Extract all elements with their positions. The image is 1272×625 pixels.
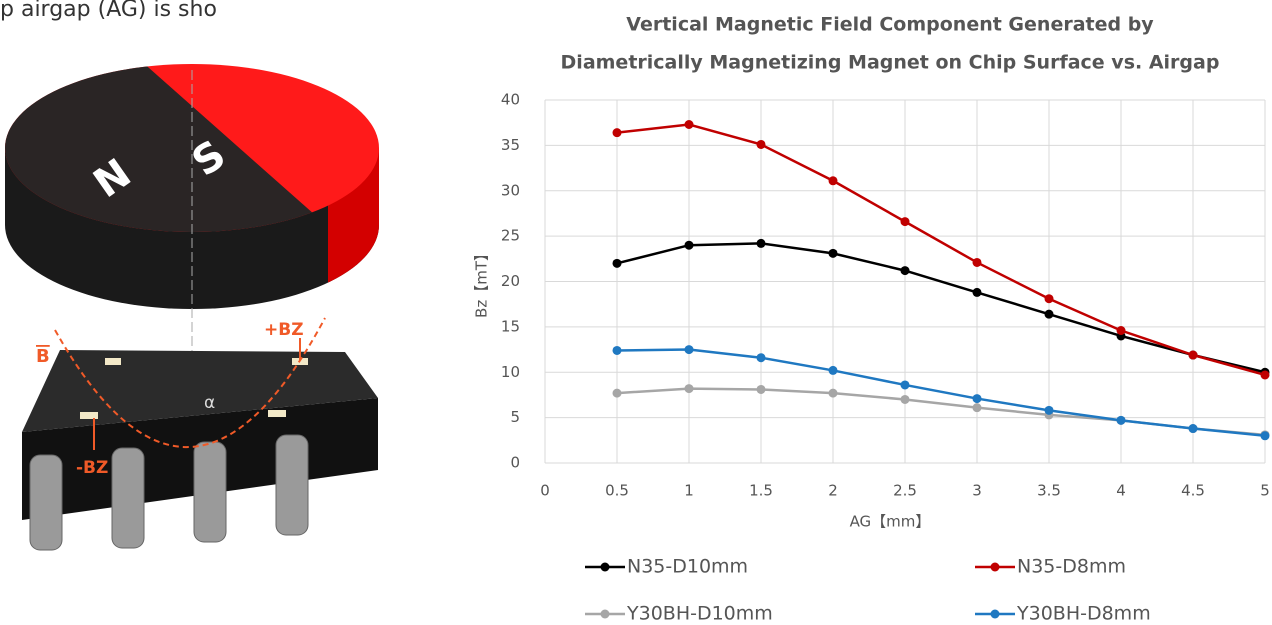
y-axis-label: Bz【mT】 xyxy=(473,246,491,318)
x-tick-label: 3 xyxy=(972,482,982,500)
page: p airgap (AG) is sho S N B +BZ -BZ α Ver… xyxy=(0,0,1272,625)
x-tick-label: 0.5 xyxy=(605,482,629,500)
angle-label: α xyxy=(204,393,215,413)
illustration: p airgap (AG) is sho S N B +BZ -BZ α xyxy=(0,0,400,550)
caption: p airgap (AG) is sho xyxy=(0,0,217,22)
x-tick-label: 1.5 xyxy=(749,482,773,500)
legend-marker xyxy=(601,610,610,619)
point xyxy=(1045,294,1054,303)
point xyxy=(973,394,982,403)
point xyxy=(1189,351,1198,360)
point xyxy=(613,259,622,268)
y-tick-label: 10 xyxy=(501,363,520,381)
point xyxy=(757,385,766,394)
point xyxy=(757,239,766,248)
legend-label: N35-D10mm xyxy=(627,556,748,578)
point xyxy=(1117,326,1126,335)
legend-label: Y30BH-D10mm xyxy=(626,603,773,625)
point xyxy=(685,241,694,250)
point xyxy=(901,266,910,275)
point xyxy=(685,384,694,393)
point xyxy=(757,353,766,362)
point xyxy=(1261,370,1270,379)
point xyxy=(829,389,838,398)
series-line xyxy=(617,350,1265,436)
legend-marker xyxy=(991,563,1000,572)
x-tick-label: 4 xyxy=(1116,482,1126,500)
x-tick-label: 2 xyxy=(828,482,838,500)
point xyxy=(829,176,838,185)
minus-bz-label: -BZ xyxy=(76,458,108,478)
point xyxy=(973,403,982,412)
x-tick-label: 2.5 xyxy=(893,482,917,500)
point xyxy=(685,345,694,354)
x-tick-label: 3.5 xyxy=(1037,482,1061,500)
x-tick-label: 4.5 xyxy=(1181,482,1205,500)
point xyxy=(613,128,622,137)
point xyxy=(613,389,622,398)
x-tick-label: 1 xyxy=(684,482,694,500)
y-tick-label: 25 xyxy=(501,227,520,245)
point xyxy=(973,258,982,267)
series-line xyxy=(617,389,1265,435)
point xyxy=(829,249,838,258)
y-tick-label: 35 xyxy=(501,136,520,154)
point xyxy=(1261,431,1270,440)
y-tick-label: 5 xyxy=(510,408,520,426)
point xyxy=(901,395,910,404)
point xyxy=(1189,424,1198,433)
chart-title: Vertical Magnetic Field Component Genera… xyxy=(626,14,1154,36)
legend-marker xyxy=(991,610,1000,619)
point xyxy=(613,346,622,355)
series-line xyxy=(617,125,1265,375)
legend-label: Y30BH-D8mm xyxy=(1016,603,1151,625)
legend-marker xyxy=(601,563,610,572)
legend-label: N35-D8mm xyxy=(1017,556,1126,578)
point xyxy=(973,288,982,297)
point xyxy=(1045,310,1054,319)
point xyxy=(829,366,838,375)
point xyxy=(1045,406,1054,415)
y-tick-label: 40 xyxy=(501,91,520,109)
point xyxy=(1117,416,1126,425)
point xyxy=(685,120,694,129)
chart-title: Diametrically Magnetizing Magnet on Chip… xyxy=(561,52,1220,74)
point xyxy=(901,217,910,226)
y-tick-label: 20 xyxy=(501,272,520,290)
y-tick-label: 0 xyxy=(510,454,520,472)
plot: 0 5 10 15 20 25 30 35 40 0 0.5 1 1.5 2 2.5 3 3.5 4 4.5 5 N35… xyxy=(501,91,1270,625)
point xyxy=(901,380,910,389)
plus-bz-label: +BZ xyxy=(264,320,304,340)
y-tick-label: 30 xyxy=(501,181,520,199)
x-axis-label: AG【mm】 xyxy=(850,513,931,531)
y-tick-label: 15 xyxy=(501,317,520,335)
field-label: B xyxy=(36,346,50,367)
x-tick-label: 5 xyxy=(1260,482,1270,500)
x-tick-label: 0 xyxy=(540,482,550,500)
point xyxy=(757,140,766,149)
